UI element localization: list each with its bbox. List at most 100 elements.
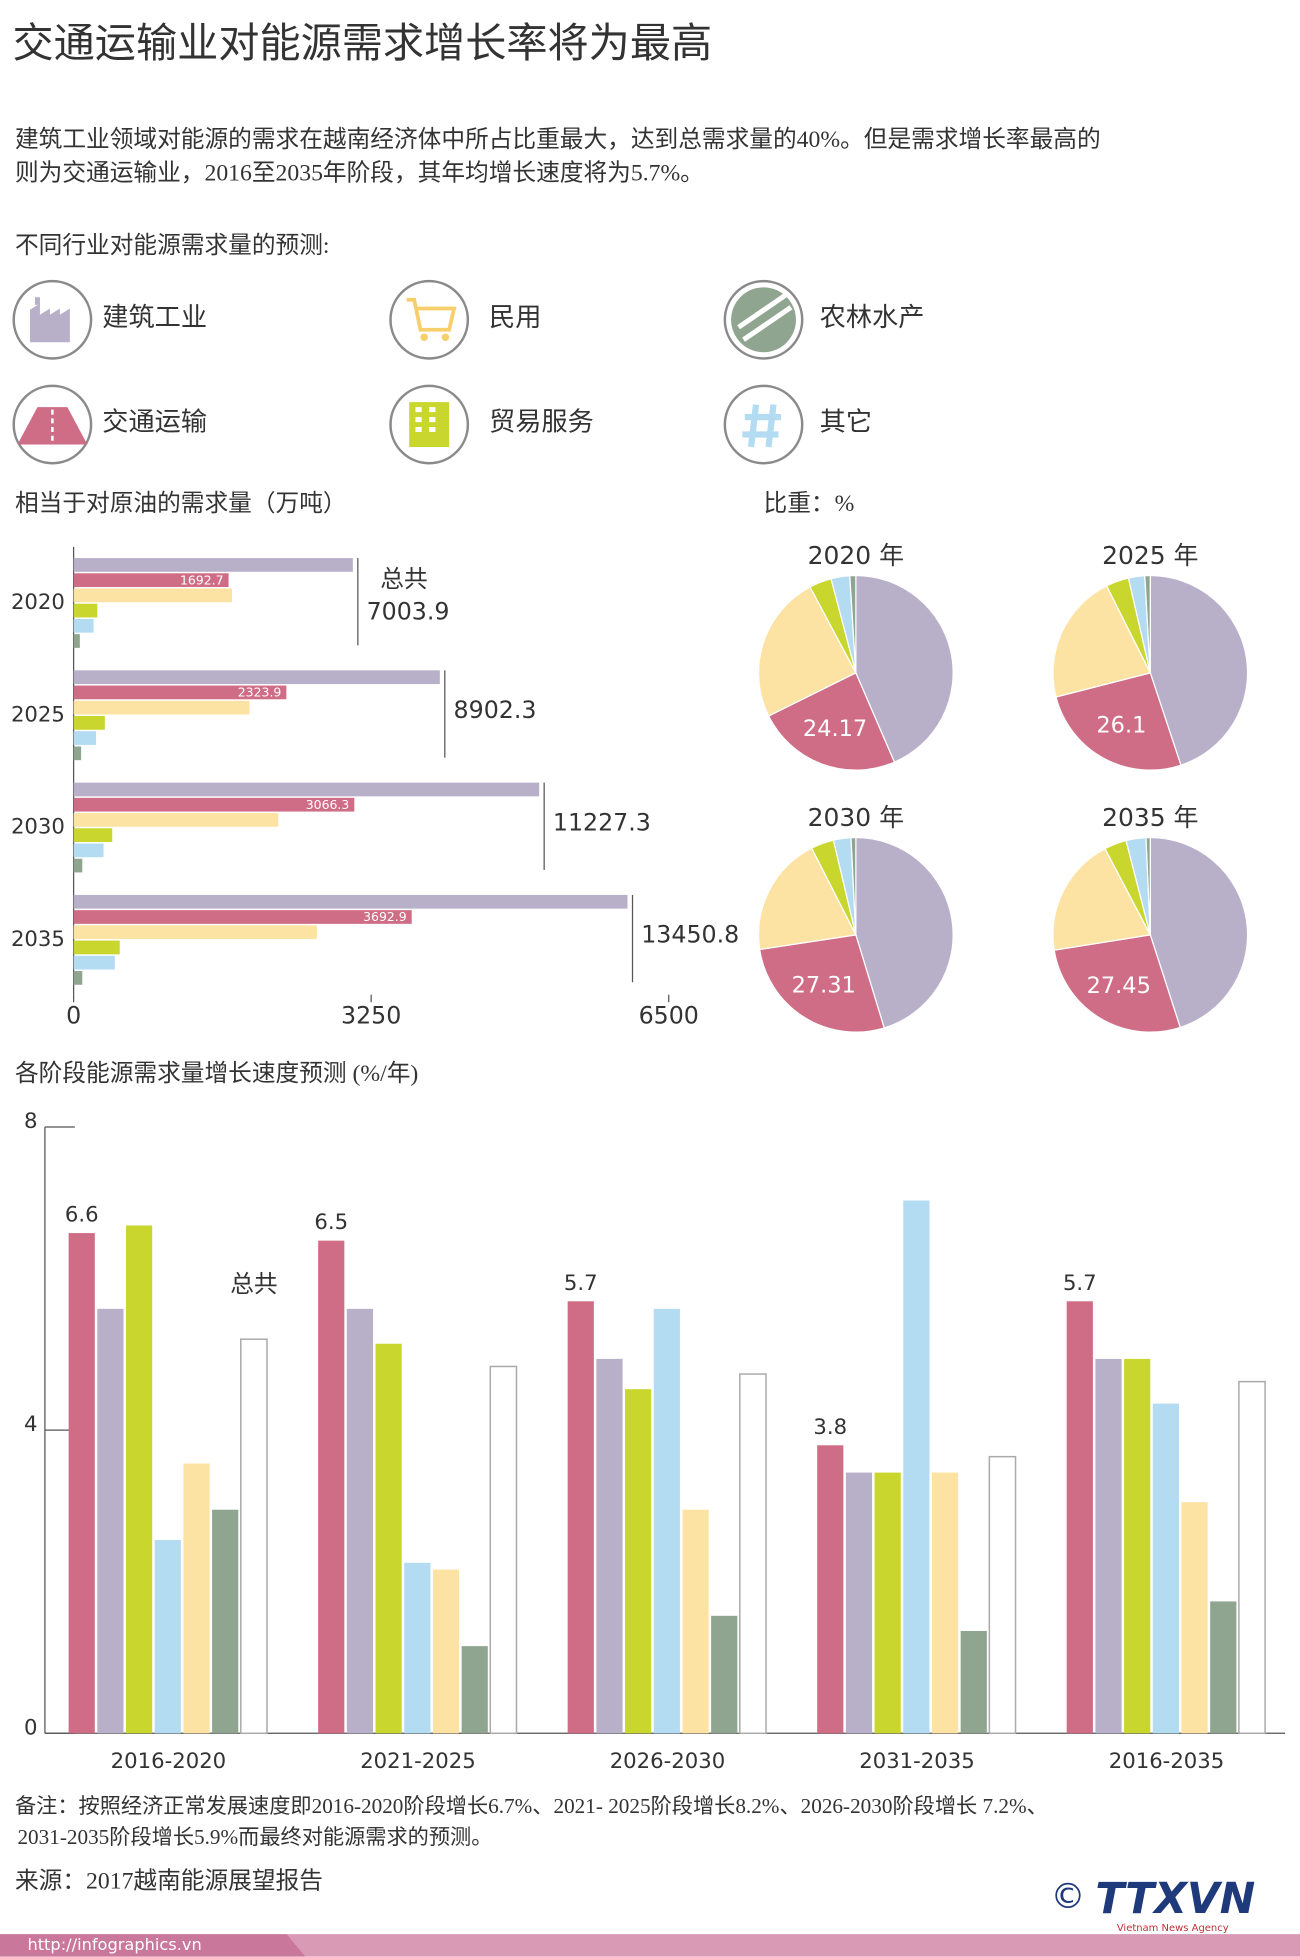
bar xyxy=(739,1373,767,1735)
bar xyxy=(73,940,120,955)
x-tick-label: 3250 xyxy=(341,1002,401,1030)
pie-slice xyxy=(1145,836,1151,935)
note-line: 备注：按照经济正常发展速度即2016-2020阶段增长6.7%、2021- 20… xyxy=(15,1794,1048,1818)
bar xyxy=(73,971,83,985)
bar xyxy=(73,573,229,588)
bar xyxy=(73,925,317,940)
bar xyxy=(1124,1358,1151,1734)
bar xyxy=(73,797,355,812)
pie-slice xyxy=(758,934,885,1033)
building-window xyxy=(415,407,436,433)
pie-slice xyxy=(1052,585,1152,698)
pie-slice xyxy=(855,836,954,1029)
pie-slice xyxy=(757,847,857,951)
bar xyxy=(97,1308,124,1734)
pie-title: 2030 年 xyxy=(808,803,904,832)
series-label: 总共 xyxy=(230,1271,277,1298)
bar xyxy=(73,685,287,700)
value-label: 3066.3 xyxy=(306,797,350,812)
source: 来源：2017越南能源展望报告 xyxy=(15,1867,323,1894)
logo: TTXVN xyxy=(1095,1875,1255,1924)
bar xyxy=(346,1308,374,1734)
x-tick-label: 2031-2035 xyxy=(859,1748,975,1773)
total-value: 8902.3 xyxy=(454,696,537,724)
slice-label: 27.31 xyxy=(792,972,856,998)
footer-band xyxy=(0,1934,306,1957)
chart-title: 各阶段能源需求量增长速度预测 (%/年) xyxy=(15,1060,418,1087)
legend-label: 交通运输 xyxy=(102,408,207,437)
legend-label: 其它 xyxy=(820,408,872,437)
bar xyxy=(73,670,440,685)
value-label: 3.8 xyxy=(813,1414,847,1439)
url: http://infographics.vn xyxy=(27,1935,201,1954)
footer-band xyxy=(286,1934,1300,1957)
bar xyxy=(596,1358,623,1734)
bar xyxy=(874,1472,901,1734)
bar xyxy=(1238,1380,1266,1735)
bar xyxy=(73,588,232,603)
bar xyxy=(73,716,105,730)
bar xyxy=(711,1615,738,1734)
pie-title: 2020 年 xyxy=(808,541,904,570)
bar xyxy=(73,603,98,618)
bar xyxy=(73,894,628,909)
x-tick-label: 6500 xyxy=(639,1002,699,1030)
bar xyxy=(625,1389,652,1734)
pie-slice xyxy=(1055,672,1182,771)
y-tick-label: 2025 xyxy=(11,701,65,726)
bar xyxy=(461,1646,488,1734)
field-stripe xyxy=(737,292,793,342)
pie-slice xyxy=(767,671,896,771)
bar xyxy=(931,1472,959,1734)
bar xyxy=(1066,1301,1093,1734)
value-label: 5.7 xyxy=(564,1270,598,1295)
pie-slice xyxy=(849,574,857,673)
y-tick-label: 2035 xyxy=(11,926,65,951)
value-label: 3692.9 xyxy=(363,909,407,924)
x-tick-label: 2016-2020 xyxy=(111,1748,226,1773)
pie-slice xyxy=(1149,574,1249,766)
slice-label: 26.1 xyxy=(1096,712,1146,738)
cart-icon xyxy=(406,297,457,332)
pie-title: 2025 年 xyxy=(1102,541,1198,570)
bar xyxy=(903,1200,930,1734)
total-value: 7003.9 xyxy=(367,597,450,625)
bar xyxy=(404,1562,431,1734)
other-icon xyxy=(742,404,781,448)
legend-label: 农林水产 xyxy=(820,303,925,332)
bar xyxy=(653,1308,680,1734)
bar xyxy=(73,731,97,745)
bar xyxy=(73,746,82,761)
x-tick-label: 2026-2030 xyxy=(610,1748,726,1773)
bar xyxy=(73,558,353,572)
legend-icon xyxy=(389,279,470,360)
total-value: 11227.3 xyxy=(553,808,651,836)
legend-label: 建筑工业 xyxy=(102,303,207,332)
pie-slice xyxy=(757,586,857,717)
bar xyxy=(960,1630,987,1734)
intro-line: 建筑工业领域对能源的需求在越南经济体中所占比重最大，达到总需求量的40%。但是需… xyxy=(15,126,1101,153)
bar xyxy=(73,910,412,924)
bar xyxy=(567,1301,594,1734)
bar xyxy=(73,843,104,858)
intro-line: 则为交通运输业，2016至2035年阶段，其年均增长速度将为5.7%。 xyxy=(15,159,704,186)
bar xyxy=(1095,1358,1122,1734)
title: 交通运输业对能源需求增长率将为最高 xyxy=(12,20,712,66)
bar xyxy=(1210,1601,1237,1734)
pie-slice xyxy=(1144,574,1151,673)
total-value: 13450.8 xyxy=(641,921,739,949)
bar xyxy=(318,1240,345,1734)
bar xyxy=(73,700,250,715)
pie-slice xyxy=(1052,847,1152,951)
y-tick-label: 0 xyxy=(24,1714,37,1739)
y-tick-label: 4 xyxy=(24,1411,37,1436)
bar xyxy=(126,1225,153,1734)
pie-title: 2035 年 xyxy=(1102,803,1198,832)
legend-icon xyxy=(723,384,804,465)
slice-label: 24.17 xyxy=(803,716,867,742)
x-tick-label: 2021-2025 xyxy=(360,1748,476,1773)
pie-slice xyxy=(850,836,857,935)
bar xyxy=(817,1445,844,1734)
x-tick-label: 0 xyxy=(66,1002,81,1030)
